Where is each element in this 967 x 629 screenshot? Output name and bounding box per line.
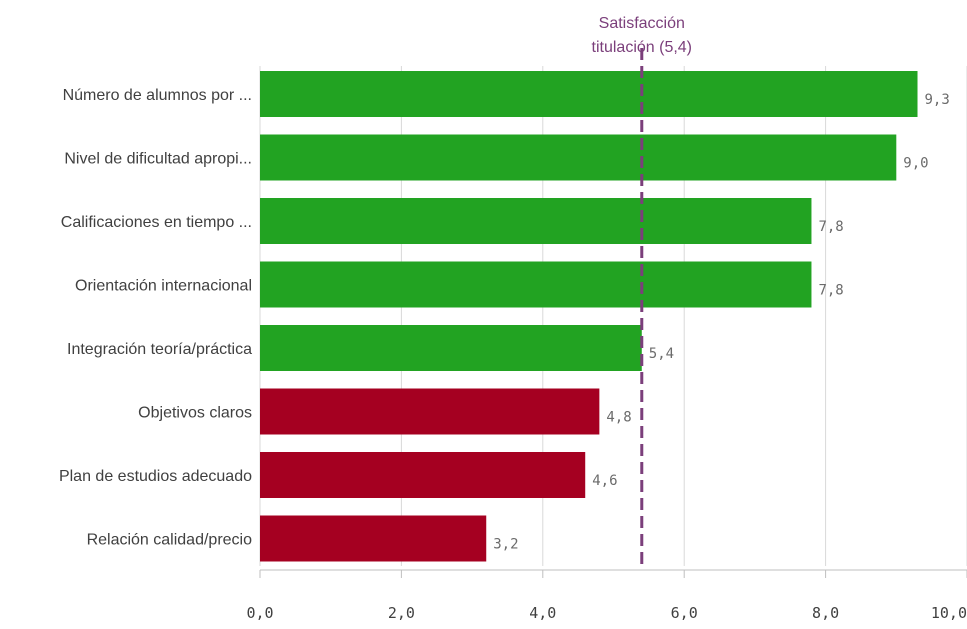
bar <box>260 198 812 244</box>
bar <box>260 388 600 435</box>
reference-label-line-1: Satisfacción <box>599 15 685 32</box>
category-label: Plan de estudios adecuado <box>59 468 252 485</box>
category-label: Relación calidad/precio <box>87 532 253 549</box>
category-label: Calificaciones en tiempo ... <box>61 214 252 231</box>
value-label: 4,6 <box>592 473 617 489</box>
bar <box>260 325 642 371</box>
bar <box>260 452 586 498</box>
bar <box>260 134 897 181</box>
category-label: Integración teoría/práctica <box>67 341 252 358</box>
value-label: 4,8 <box>606 410 631 426</box>
bars <box>260 71 918 562</box>
category-label: Orientación internacional <box>75 278 252 295</box>
category-label: Objetivos claros <box>138 405 252 422</box>
category-labels: Número de alumnos por ... Nivel de dificu… <box>59 87 252 549</box>
reference-line-group: Satisfacción titulación (5,4) <box>592 15 693 566</box>
bar <box>260 261 812 308</box>
bar <box>260 71 918 117</box>
category-label: Nivel de dificultad apropi... <box>64 151 252 168</box>
x-tick-label: 0,0 <box>246 604 273 622</box>
x-tick-label: 2,0 <box>388 604 415 622</box>
value-label: 9,0 <box>903 156 928 172</box>
value-label: 7,8 <box>818 283 843 299</box>
value-label: 3,2 <box>493 537 518 553</box>
reference-label-line-2: titulación (5,4) <box>592 39 693 56</box>
value-label: 7,8 <box>818 219 843 235</box>
x-axis: 0,0 2,0 4,0 6,0 8,0 10,0 <box>246 569 967 622</box>
x-tick-label: 10,0 <box>931 604 967 622</box>
x-tick-label: 8,0 <box>812 604 839 622</box>
x-tick-label: 4,0 <box>529 604 556 622</box>
bar <box>260 515 487 562</box>
category-label: Número de alumnos por ... <box>63 87 252 104</box>
value-labels: 9,3 9,0 7,8 7,8 5,4 4,8 4,6 3,2 <box>493 92 950 553</box>
value-label: 5,4 <box>649 346 674 362</box>
x-tick-label: 6,0 <box>671 604 698 622</box>
value-label: 9,3 <box>925 92 950 108</box>
